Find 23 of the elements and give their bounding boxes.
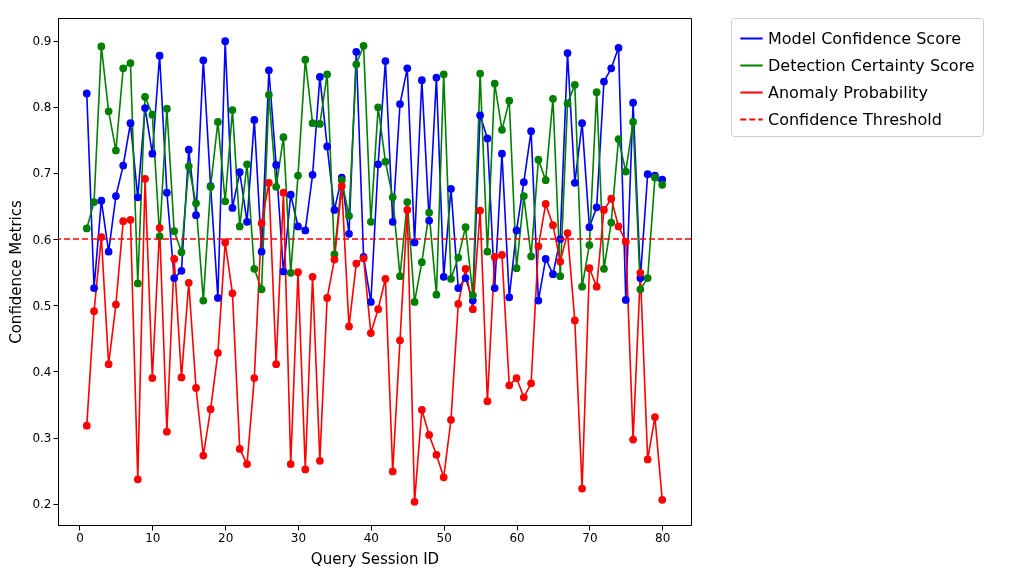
x-tick-label: 80	[655, 530, 671, 545]
y-tick-label: 0.6	[32, 232, 52, 247]
y-tick-label: 0.2	[32, 497, 52, 512]
x-tick-label: 0	[76, 530, 84, 545]
y-tick-label: 0.9	[32, 34, 52, 48]
legend-label: Anomaly Probability	[768, 82, 928, 102]
y-axis-title: Confidence Metrics	[7, 200, 26, 344]
legend-label: Detection Certainty Score	[768, 55, 975, 75]
x-tick-label: 70	[582, 530, 598, 545]
legend-label: Model Confidence Score	[768, 28, 961, 48]
legend-label: Confidence Threshold	[768, 109, 942, 129]
y-tick-label: 0.8	[32, 100, 52, 115]
x-tick-label: 20	[218, 530, 234, 545]
x-tick-label: 60	[509, 530, 525, 545]
x-tick-label: 30	[290, 530, 307, 545]
y-tick-label: 0.4	[32, 364, 52, 379]
x-axis-title: Query Session ID	[310, 549, 440, 568]
y-tick-label: 0.3	[32, 431, 52, 446]
x-tick-label: 40	[363, 530, 379, 545]
x-tick-label: 50	[436, 530, 452, 545]
x-tick-label: 10	[145, 530, 161, 545]
y-tick-label: 0.7	[32, 166, 52, 181]
y-tick-label: 0.5	[32, 298, 52, 313]
